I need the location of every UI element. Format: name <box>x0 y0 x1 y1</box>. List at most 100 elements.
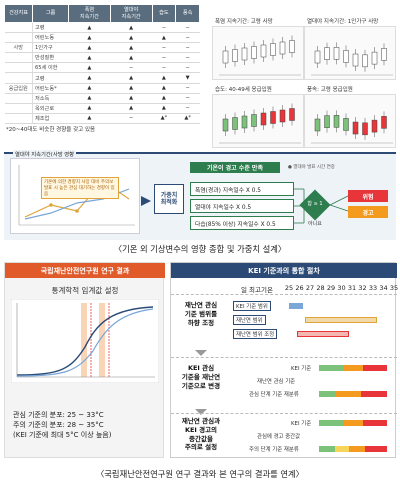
table-header: 건강지표 <box>4 4 33 23</box>
table-cell-category: 사망 <box>4 42 33 54</box>
table-cell-effect: ▲ <box>110 72 153 84</box>
table-cell-effect: − <box>175 42 200 54</box>
bottom-caption: 〈국립재난안전연구원 연구 결과와 본 연구의 결과를 연계〉 <box>96 469 304 479</box>
step-block: 재난연 관심 기준 범위를 하향 조정 KEI 기준 범위 재난연 범위 재난연… <box>171 294 397 348</box>
level-bar-yellow <box>335 446 349 452</box>
table-cell-group: 체조업 <box>32 113 69 125</box>
table-header-row: 건강지표 그룹 폭염 지속기간 열대야 지속기간 습도 풍속 <box>4 4 200 23</box>
table-cell-group: 만성질환 <box>32 52 69 64</box>
decision-label: 합 ≥ 1 <box>307 201 323 207</box>
table-cell-effect: − <box>152 62 176 74</box>
table-cell-effect: ▲* <box>175 113 200 125</box>
table-cell-effect: ▲ <box>68 22 111 34</box>
threshold-notes: 관심 기준의 분포: 25 ~ 33°C 주의 기준의 분포: 28 ~ 35°… <box>13 411 111 440</box>
axis-title: 일 최고기온 <box>241 286 273 294</box>
step-title: 재난연 관심 기준 범위를 하향 조정 <box>184 301 218 327</box>
boxplot-graphic <box>311 42 393 76</box>
table-cell-group: 저소득 <box>32 93 69 104</box>
arrow-right-icon <box>141 196 151 206</box>
table-cell-effect: − <box>175 32 200 44</box>
table-cell-effect: − <box>152 22 176 34</box>
boxplot-panel: 습도: 40-49세 응급입원 <box>212 87 304 148</box>
table-row: 고령 ▲ ▲ ▲ ▼ <box>4 72 200 84</box>
axis-tick: 27 <box>305 284 315 292</box>
row-label: 재난연 관심 기준 <box>257 379 296 385</box>
table-cell-effect: − <box>175 83 200 94</box>
condition-legend: ● 열대야 발표 시간 연중 <box>288 165 335 170</box>
row-label: 주의 단계 기준 재분류 <box>249 447 299 453</box>
table-cell-effect: − <box>175 52 200 64</box>
table-row: 응급입원 어린노동* ▲ ▲ ▲ − <box>4 83 200 94</box>
level-bar-red <box>365 446 387 452</box>
table-cell-effect: ▲ <box>110 103 153 114</box>
row-label: KEI 기준 범위 <box>233 301 271 311</box>
axis-tick: 35 <box>389 284 399 292</box>
weight-optimization-box: 가중치 최적화 <box>154 184 184 214</box>
level-bar-orange <box>343 420 363 426</box>
nidr-subtitle: 통계학적 임계값 설정 <box>51 286 119 295</box>
level-bar-orange <box>349 446 365 452</box>
axis-tick: 30 <box>337 284 346 292</box>
table-cell-group: 어린노동* <box>32 83 69 94</box>
table-row: 사망 1인가구 ▲ ▲ − − <box>4 42 200 54</box>
table-cell-category: 응급입원 <box>4 83 33 94</box>
boxplot-graphic <box>219 103 301 144</box>
note-line: 관심 기준의 분포: 25 ~ 33°C <box>13 411 104 419</box>
table-cell-category <box>4 32 33 44</box>
table-cell-effect: ▲ <box>68 72 111 84</box>
table-cell-effect: ▼ <box>175 72 200 84</box>
step-title: 재난연 관심과 KEI 경고의 중간값을 주의로 설정 <box>181 417 221 452</box>
table-row: 고령 ▲ ▲ − − <box>4 22 200 34</box>
level-bar-green <box>319 420 343 426</box>
table-header: 습도 <box>151 4 177 23</box>
level-bar-orange <box>335 391 361 397</box>
row-label: KEI 기준 <box>291 366 312 372</box>
result-warning: 경고 <box>348 206 388 218</box>
note-line: 주의 기준의 분포: 28 ~ 35°C <box>13 420 104 429</box>
table-row: 체조업 ▲ − ▲* ▲* <box>4 113 200 125</box>
row-label: 재난연 범위 조정 <box>233 329 278 339</box>
row-label: 재난연 범위 <box>233 315 266 325</box>
step-block: 재난연 관심과 KEI 경고의 중간값을 주의로 설정 KEI 기준 관심에 경… <box>171 413 397 459</box>
table-header: 폭염 지속기간 <box>68 4 111 23</box>
table-row: 옥외근로 ▲ ▲ ▲ − <box>4 103 200 114</box>
table-cell-category <box>4 72 33 84</box>
table-cell-effect: − <box>175 22 200 34</box>
table-cell-effect: ▲ <box>68 52 111 64</box>
step-title: KEI 관심 기준을 재난연 기준으로 변경 <box>181 364 221 390</box>
range-bar <box>289 303 303 309</box>
table-row: 어린노동 ▲ ▲ ▲ − <box>4 32 200 44</box>
table-cell-effect: ▲ <box>68 103 111 114</box>
table-cell-effect: ▲ <box>110 22 153 34</box>
table-cell-effect: − <box>175 103 200 114</box>
boxplot-panel: 열대야 지속기간: 1인가구 사망 <box>304 19 396 80</box>
axis-tick: 29 <box>326 284 336 292</box>
row-label: 관심에 경고 중간값 <box>257 434 301 440</box>
note-line: (KEI 기준에 최대 5°C 이상 높음) <box>13 430 112 439</box>
table-cell-group: 어린노동 <box>32 32 69 44</box>
table-cell-category <box>4 22 33 34</box>
arrow-down-icon <box>195 350 207 356</box>
level-bar-green <box>319 391 335 397</box>
table-cell-category <box>4 52 33 64</box>
table-cell-group: 옥외근로 <box>32 103 69 114</box>
condition-humidity: 다습(85% 이상) 지속일수 X 0.5 <box>190 216 294 230</box>
table-cell-group: 1인가구 <box>32 42 69 54</box>
table-cell-effect: ▲ <box>68 113 111 125</box>
no-label: 아니요 <box>308 221 322 227</box>
level-bar-green <box>319 365 343 371</box>
table-row: 저소득 ▲ ▲ ▲ − <box>4 93 200 104</box>
table-cell-effect: ▲ <box>68 83 111 94</box>
table-cell-effect: ▲ <box>68 42 111 54</box>
axis-tick: 31 <box>347 284 357 292</box>
table-cell-effect: − <box>110 62 153 74</box>
mini-callout: 기온에 의한 경향치 사망 대비 주의보 발표 시 높은 관심 대기하는 경향이… <box>41 177 119 199</box>
panel-title: 폭염 지속기간: 고령 사망 <box>215 19 273 25</box>
table-cell-effect: − <box>152 42 176 54</box>
table-cell-effect: ▲ <box>68 62 111 74</box>
row-label: KEI 기준 <box>291 421 312 427</box>
mini-chart-title: 열대야 지속기간(사망 영향 <box>13 150 77 158</box>
table-cell-group: 고령 <box>32 72 69 84</box>
table-cell-category <box>4 113 33 125</box>
axis-tick: 26 <box>295 284 304 292</box>
